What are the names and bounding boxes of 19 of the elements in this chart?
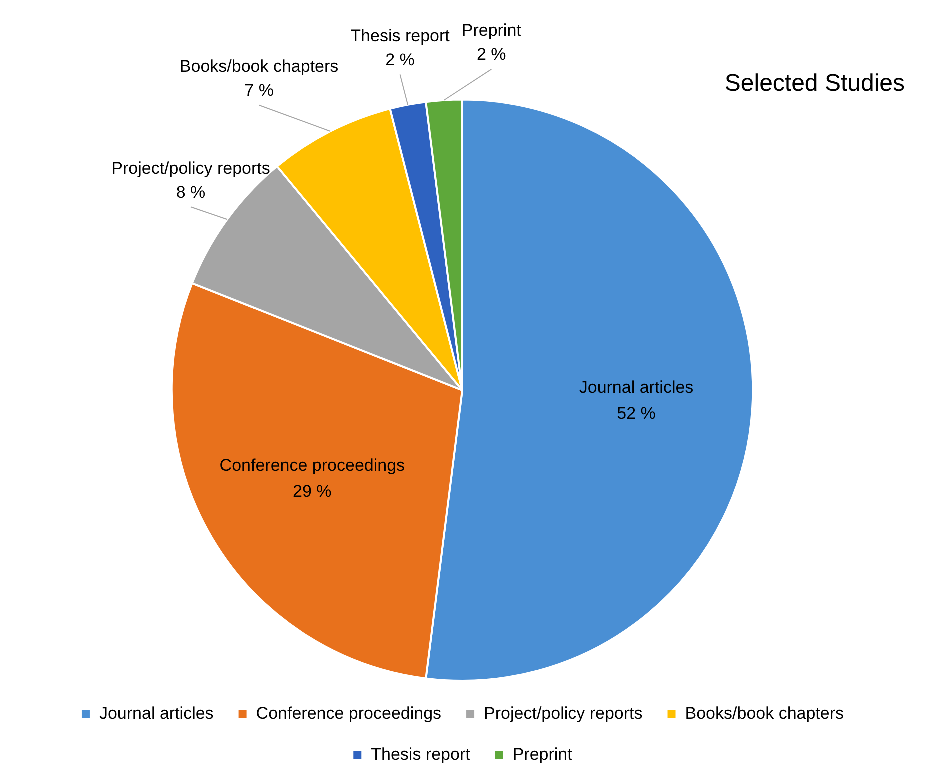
legend-label: Books/book chapters [685, 704, 844, 724]
data-label: 2 % [476, 45, 506, 64]
data-label: 29 % [293, 482, 332, 501]
data-label: 8 % [176, 182, 206, 202]
data-label: 2 % [386, 50, 415, 70]
text: Selected Studies [724, 70, 905, 98]
data-label: 7 % [244, 81, 274, 100]
data-label: 52 % [617, 404, 656, 424]
legend-label: Journal articles [99, 704, 214, 724]
slice-label: Books/book chapters [180, 57, 339, 76]
slice-label: Project/policy reports [112, 158, 270, 178]
legend-label: Project/policy reports [484, 704, 643, 724]
legend-label: Preprint [512, 745, 573, 764]
slice-label: Journal articles [579, 378, 694, 398]
slice-label: Preprint [462, 21, 522, 40]
slice-label: Conference proceedings [220, 456, 406, 475]
legend-label: Conference proceedings [256, 704, 442, 724]
legend-label: Thesis report [371, 745, 471, 764]
slice-label: Thesis report [350, 26, 450, 46]
